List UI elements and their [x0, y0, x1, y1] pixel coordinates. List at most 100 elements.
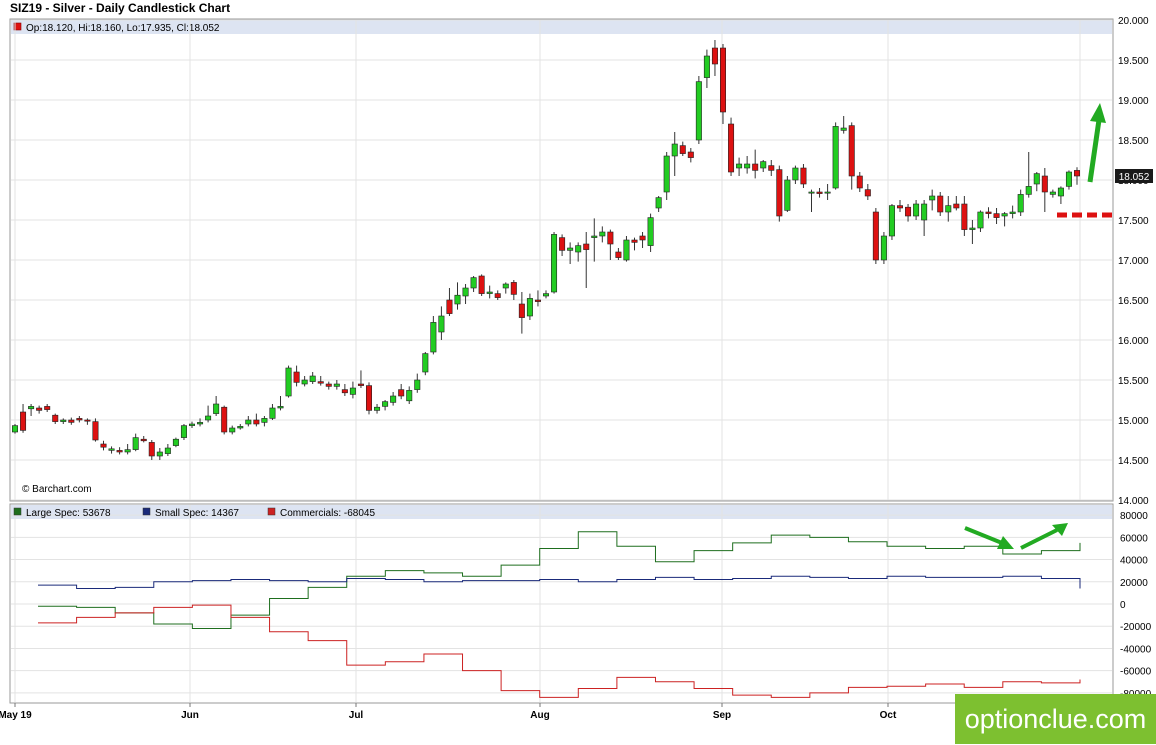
candle-body [808, 191, 815, 194]
candle [768, 160, 775, 176]
candle-body [349, 387, 356, 395]
candle [349, 381, 356, 399]
candle-body [792, 167, 799, 181]
candle-body [921, 203, 928, 221]
candle-body [221, 406, 228, 433]
candle-body [760, 161, 767, 169]
candle-body [599, 231, 606, 237]
candle [108, 446, 115, 454]
candle [1074, 167, 1081, 185]
candle [856, 172, 863, 192]
chart-title: SIZ19 - Silver - Daily Candlestick Chart [10, 1, 231, 15]
price-tick-label: 15.500 [1118, 376, 1149, 387]
candle-body [985, 211, 992, 214]
candle [365, 382, 372, 415]
x-tick-label: Jul [349, 710, 364, 721]
candle-body [551, 234, 558, 293]
cot-tick-label: -20000 [1120, 622, 1152, 633]
candle [156, 448, 163, 460]
candle-body [60, 419, 67, 422]
candle-body [888, 205, 895, 237]
candle-body [68, 419, 75, 423]
candle-body [784, 179, 791, 211]
candle-body [542, 293, 549, 297]
candle [953, 196, 960, 211]
candle [888, 204, 895, 240]
candle [301, 376, 308, 387]
x-tick-label: Sep [713, 710, 731, 721]
candle-body [591, 235, 598, 238]
candle-body [671, 143, 678, 157]
candle-body [20, 411, 27, 431]
candle-body [607, 231, 614, 245]
candle [703, 49, 710, 88]
cot-axis: -80000-60000-40000-200000200004000060000… [1120, 511, 1152, 700]
candle [736, 157, 743, 176]
candle-body [687, 151, 694, 158]
candle-body [180, 425, 187, 438]
large-spec-line [38, 531, 1081, 629]
candle [84, 418, 91, 425]
candle-body [615, 251, 622, 258]
candle [277, 396, 284, 411]
candle-body [470, 277, 477, 289]
candle-body [800, 167, 807, 185]
candle-body [1001, 213, 1008, 217]
candle [205, 405, 212, 423]
candles [12, 40, 1081, 460]
candle [229, 425, 236, 435]
cot-legend-label: Commercials: -68045 [280, 508, 375, 519]
candle [1009, 205, 1016, 219]
candle [28, 404, 35, 416]
candle [760, 160, 767, 172]
candle [985, 207, 992, 219]
candle [776, 165, 783, 222]
candle [945, 196, 952, 222]
candle-body [510, 282, 517, 295]
candle [44, 404, 51, 412]
candle-body [494, 293, 501, 298]
candle [76, 416, 83, 423]
candle [567, 242, 574, 264]
candle [68, 417, 75, 425]
candle-body [695, 81, 702, 141]
x-axis: May 19 Jun Jul Aug Sep Oct [0, 703, 897, 721]
candle [398, 384, 405, 400]
candle [124, 444, 131, 455]
candle-body [518, 303, 525, 318]
candle-body [414, 379, 421, 390]
candle [422, 352, 429, 376]
candle [551, 232, 558, 294]
candle [896, 200, 903, 212]
candle [164, 444, 171, 456]
candle [671, 132, 678, 176]
candle-body [293, 371, 300, 383]
candle-body [197, 422, 204, 425]
candle-body [744, 163, 751, 169]
candle-body [277, 406, 284, 409]
candle-body [631, 239, 638, 243]
candle [60, 418, 67, 424]
candle [309, 372, 316, 384]
candle-body [140, 438, 147, 442]
candle-body [913, 203, 920, 217]
candle [655, 196, 662, 212]
cot-arrow-down-icon [997, 536, 1014, 549]
candle [559, 234, 566, 256]
price-axis: 14.000 14.500 15.000 15.500 16.000 16.500 17.0… [1118, 16, 1149, 507]
candle [993, 208, 1000, 224]
price-tick-label: 19.000 [1118, 96, 1149, 107]
candle [679, 141, 686, 156]
candle [961, 196, 968, 236]
candle [639, 232, 646, 248]
candle-body [856, 175, 863, 189]
cot-legend-swatch [142, 507, 151, 516]
candle [583, 232, 590, 288]
price-tick-label: 14.000 [1118, 496, 1149, 507]
candle-body [253, 419, 260, 425]
candle-body [937, 195, 944, 213]
candle-body [422, 353, 429, 373]
price-tick-label: 16.500 [1118, 296, 1149, 307]
candle [711, 40, 718, 76]
